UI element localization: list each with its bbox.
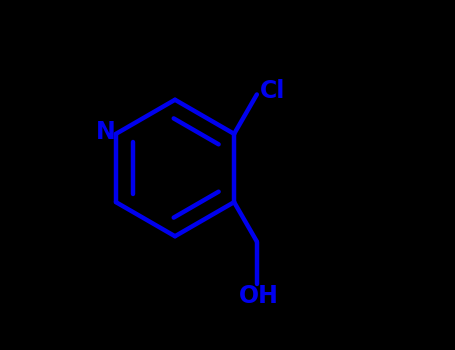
Text: OH: OH [239,284,278,308]
Text: Cl: Cl [260,79,285,103]
Text: N: N [96,120,116,144]
